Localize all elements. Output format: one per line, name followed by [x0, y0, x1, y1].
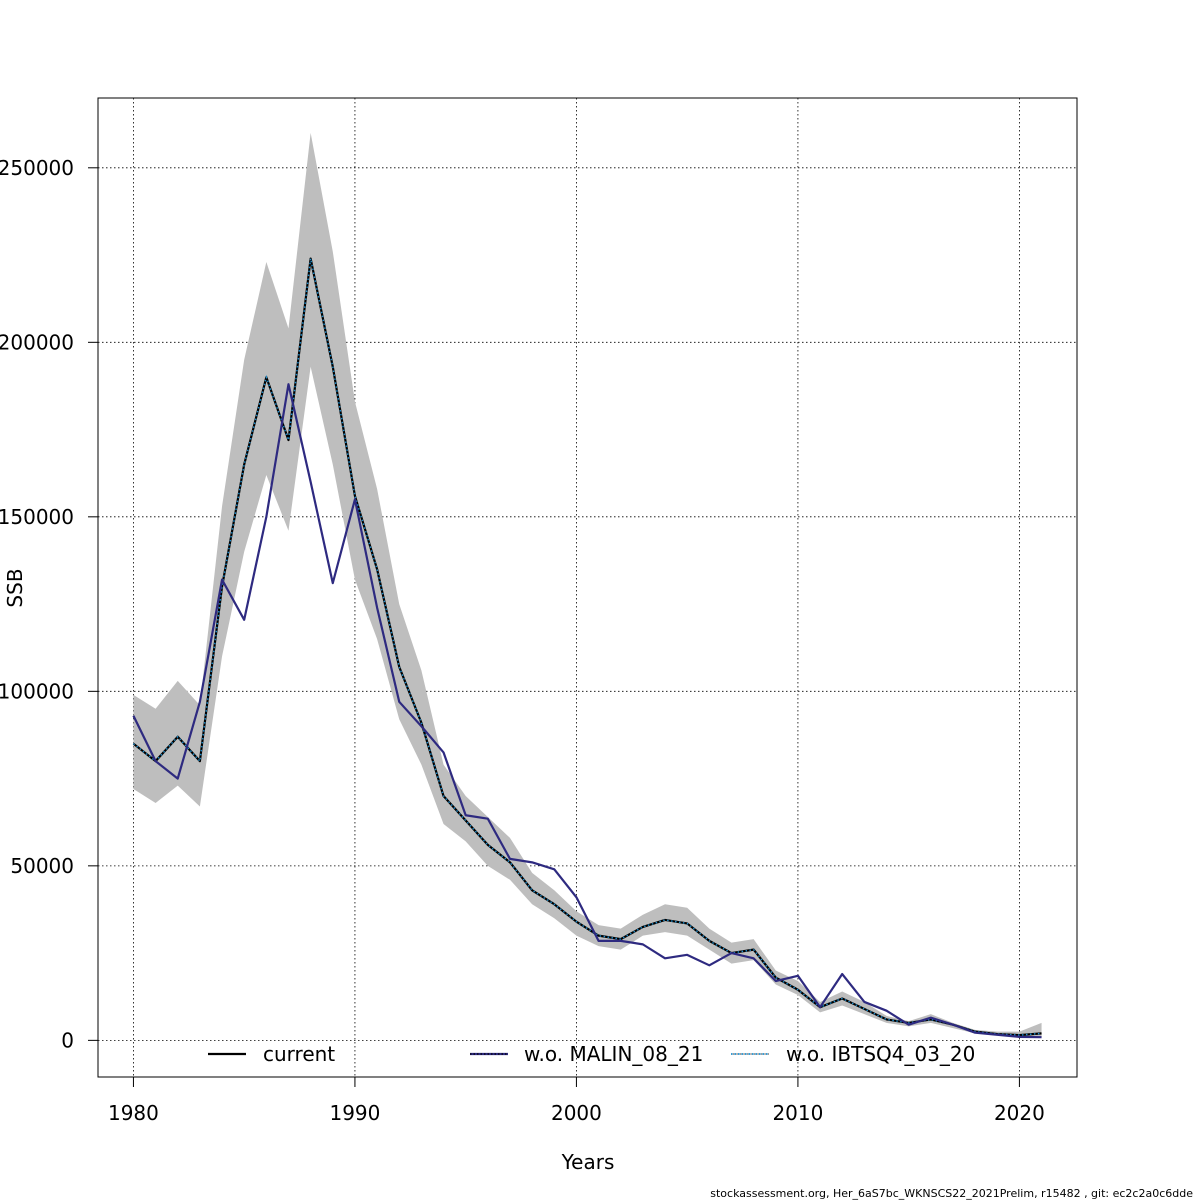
x-tick-label: 2010: [772, 1101, 823, 1125]
series-lines: [132, 257, 1042, 1039]
y-tick-label: 150000: [0, 505, 74, 529]
y-tick-label: 0: [61, 1028, 74, 1052]
footer-credit: stockassessment.org, Her_6aS7bc_WKNSCS22…: [710, 1187, 1193, 1200]
x-axis: 1980 1990 2000 2010 2020: [108, 1077, 1045, 1125]
legend-label-wo-malin: w.o. MALIN_08_21: [524, 1042, 703, 1066]
legend: current w.o. MALIN_08_21 w.o. IBTSQ4_03_…: [208, 1042, 975, 1066]
plot-frame: [97, 97, 1078, 1078]
y-axis-title: SSB: [3, 568, 27, 607]
gridlines: [98, 98, 1077, 1077]
y-tick-label: 250000: [0, 156, 74, 180]
y-tick-label: 100000: [0, 679, 74, 703]
series-line-wo-malin: [132, 383, 1042, 1039]
x-tick-label: 1990: [329, 1101, 380, 1125]
y-tick-label: 50000: [10, 854, 74, 878]
legend-label-current: current: [263, 1042, 335, 1066]
x-tick-label: 1980: [108, 1101, 159, 1125]
y-tick-label: 200000: [0, 330, 74, 354]
series-line-current: [132, 257, 1042, 1037]
legend-label-wo-ibtsq4: w.o. IBTSQ4_03_20: [786, 1042, 975, 1066]
x-axis-title: Years: [561, 1150, 615, 1174]
confidence-band: [133, 132, 1042, 1037]
x-tick-label: 2020: [994, 1101, 1045, 1125]
y-axis: 0 50000 100000 150000 200000 250000: [0, 156, 98, 1052]
confidence-band-layer: [133, 132, 1042, 1037]
x-tick-label: 2000: [551, 1101, 602, 1125]
